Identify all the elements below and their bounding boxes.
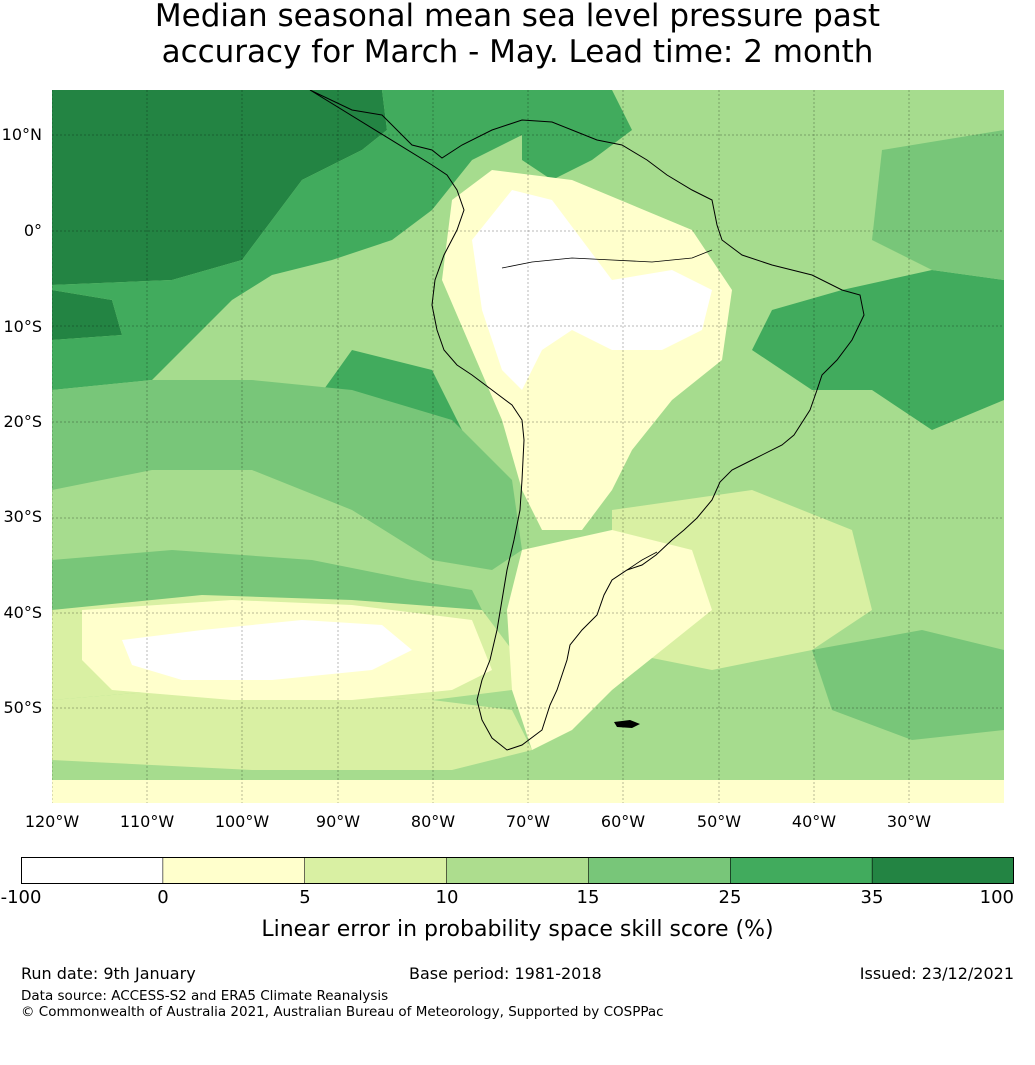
- colorbar-tick-minus100: -100: [0, 887, 42, 908]
- colorbar-tick-100: 100: [979, 887, 1014, 908]
- lat-label-20s: 20°S: [3, 412, 42, 431]
- region-patagonia-very-low: [507, 530, 712, 750]
- lat-label-40s: 40°S: [3, 603, 42, 622]
- lon-label-40w: 40°W: [791, 812, 837, 831]
- region-atlantic-south-mid: [812, 630, 1004, 740]
- region-pacific-very-high-skill: [52, 90, 387, 285]
- region-atlantic-mid-skill: [872, 130, 1004, 280]
- colorbar-segment-0: [21, 857, 164, 884]
- colorbar-label: Linear error in probability space skill …: [261, 917, 774, 942]
- lon-label-30w: 30°W: [886, 812, 932, 831]
- lat-label-10s: 10°S: [3, 317, 42, 336]
- rio-de-la-plata: [626, 551, 658, 571]
- lon-label-110w: 110°W: [119, 812, 175, 831]
- region-pacific-high-skill: [52, 90, 532, 390]
- run-date: Run date: 9th January: [21, 964, 196, 983]
- lon-label-50w: 50°W: [696, 812, 742, 831]
- issued-date: Issued: 23/12/2021: [859, 964, 1014, 983]
- colorbar-tick-25: 25: [718, 887, 742, 908]
- region-atlantic-high-skill: [752, 270, 1004, 430]
- colorbar-segment-3: [446, 857, 589, 884]
- base-period: Base period: 1981-2018: [409, 964, 602, 983]
- data-source: Data source: ACCESS-S2 and ERA5 Climate …: [21, 988, 389, 1004]
- colorbar-segment-5: [730, 857, 873, 884]
- lon-label-100w: 100°W: [214, 812, 270, 831]
- colorbar-segment-2: [304, 857, 448, 884]
- amazon-river: [501, 249, 713, 269]
- graticule: [52, 90, 1004, 803]
- colorbar-segment-6: [872, 857, 1014, 884]
- falkland-islands: [614, 720, 640, 728]
- region-south-pacific-mid-skill: [52, 380, 522, 570]
- lon-label-80w: 80°W: [410, 812, 456, 831]
- colorbar-segment-4: [588, 857, 731, 884]
- lon-label-70w: 70°W: [505, 812, 551, 831]
- region-pacific-negative: [122, 620, 412, 680]
- lat-label-10n: 10°N: [1, 125, 42, 144]
- colorbar-tick-5: 5: [299, 887, 311, 908]
- lon-label-120w: 120°W: [24, 812, 80, 831]
- skill-score-map: [52, 90, 1004, 803]
- colorbar-tick-35: 35: [860, 887, 884, 908]
- region-pacific-west-very-high: [52, 290, 122, 340]
- south-america-coastline: [309, 90, 865, 751]
- lat-label-0: 0°: [23, 221, 42, 240]
- title-line-1: Median seasonal mean sea level pressure …: [154, 0, 881, 34]
- region-amazon-negative: [472, 190, 712, 390]
- lon-label-90w: 90°W: [315, 812, 361, 831]
- colorbar-tick-0: 0: [157, 887, 169, 908]
- lat-label-50s: 50°S: [3, 698, 42, 717]
- title-line-2: accuracy for March - May. Lead time: 2 m…: [161, 34, 874, 70]
- copyright: © Commonwealth of Australia 2021, Austra…: [21, 1004, 664, 1020]
- colorbar-tick-10: 10: [435, 887, 459, 908]
- region-southern-band-2: [52, 690, 532, 770]
- lon-label-60w: 60°W: [600, 812, 646, 831]
- lat-label-30s: 30°S: [3, 507, 42, 526]
- colorbar: [21, 857, 1014, 884]
- colorbar-segment-1: [162, 857, 306, 884]
- region-pacific-subtropical-mid: [52, 550, 482, 610]
- colorbar-tick-15: 15: [576, 887, 600, 908]
